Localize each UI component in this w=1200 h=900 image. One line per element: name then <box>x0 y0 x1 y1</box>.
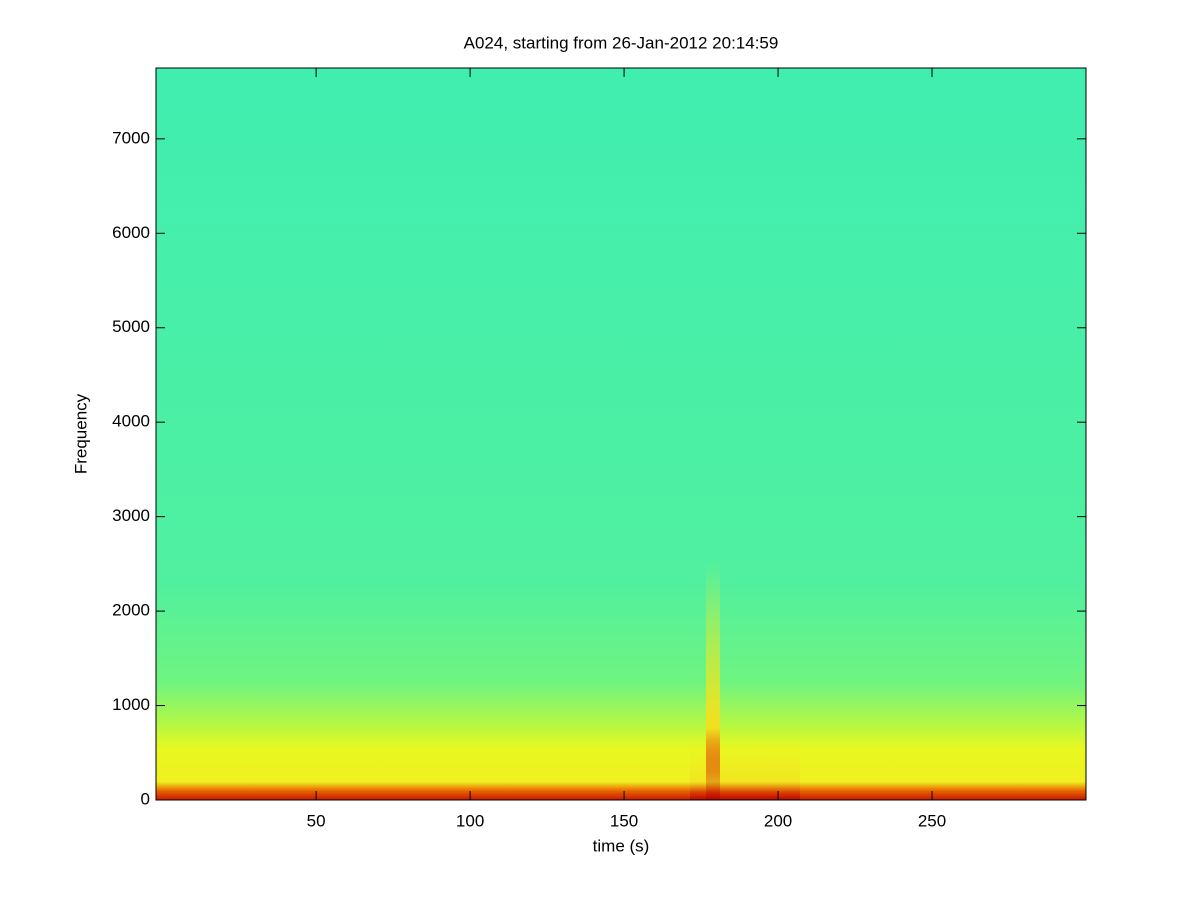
x-tick-label: 100 <box>456 811 484 830</box>
y-tick-label: 3000 <box>112 506 150 525</box>
chart-title: A024, starting from 26-Jan-2012 20:14:59 <box>464 33 779 52</box>
plot-frame <box>155 67 1087 801</box>
y-tick-label: 0 <box>141 789 150 808</box>
x-tick-label: 150 <box>610 811 638 830</box>
y-tick-label: 4000 <box>112 412 150 431</box>
x-tick-label: 250 <box>918 811 946 830</box>
y-tick-label: 2000 <box>112 601 150 620</box>
y-axis-label: Frequency <box>71 393 90 474</box>
x-tick-label: 50 <box>307 811 326 830</box>
y-tick-label: 7000 <box>112 128 150 147</box>
y-tick-label: 6000 <box>112 223 150 242</box>
y-tick-label: 1000 <box>112 695 150 714</box>
spectrogram-image <box>156 68 1086 800</box>
y-tick-label: 5000 <box>112 317 150 336</box>
spectrogram-burst <box>690 740 800 800</box>
x-tick-label: 200 <box>764 811 792 830</box>
x-axis-label: time (s) <box>593 836 650 855</box>
